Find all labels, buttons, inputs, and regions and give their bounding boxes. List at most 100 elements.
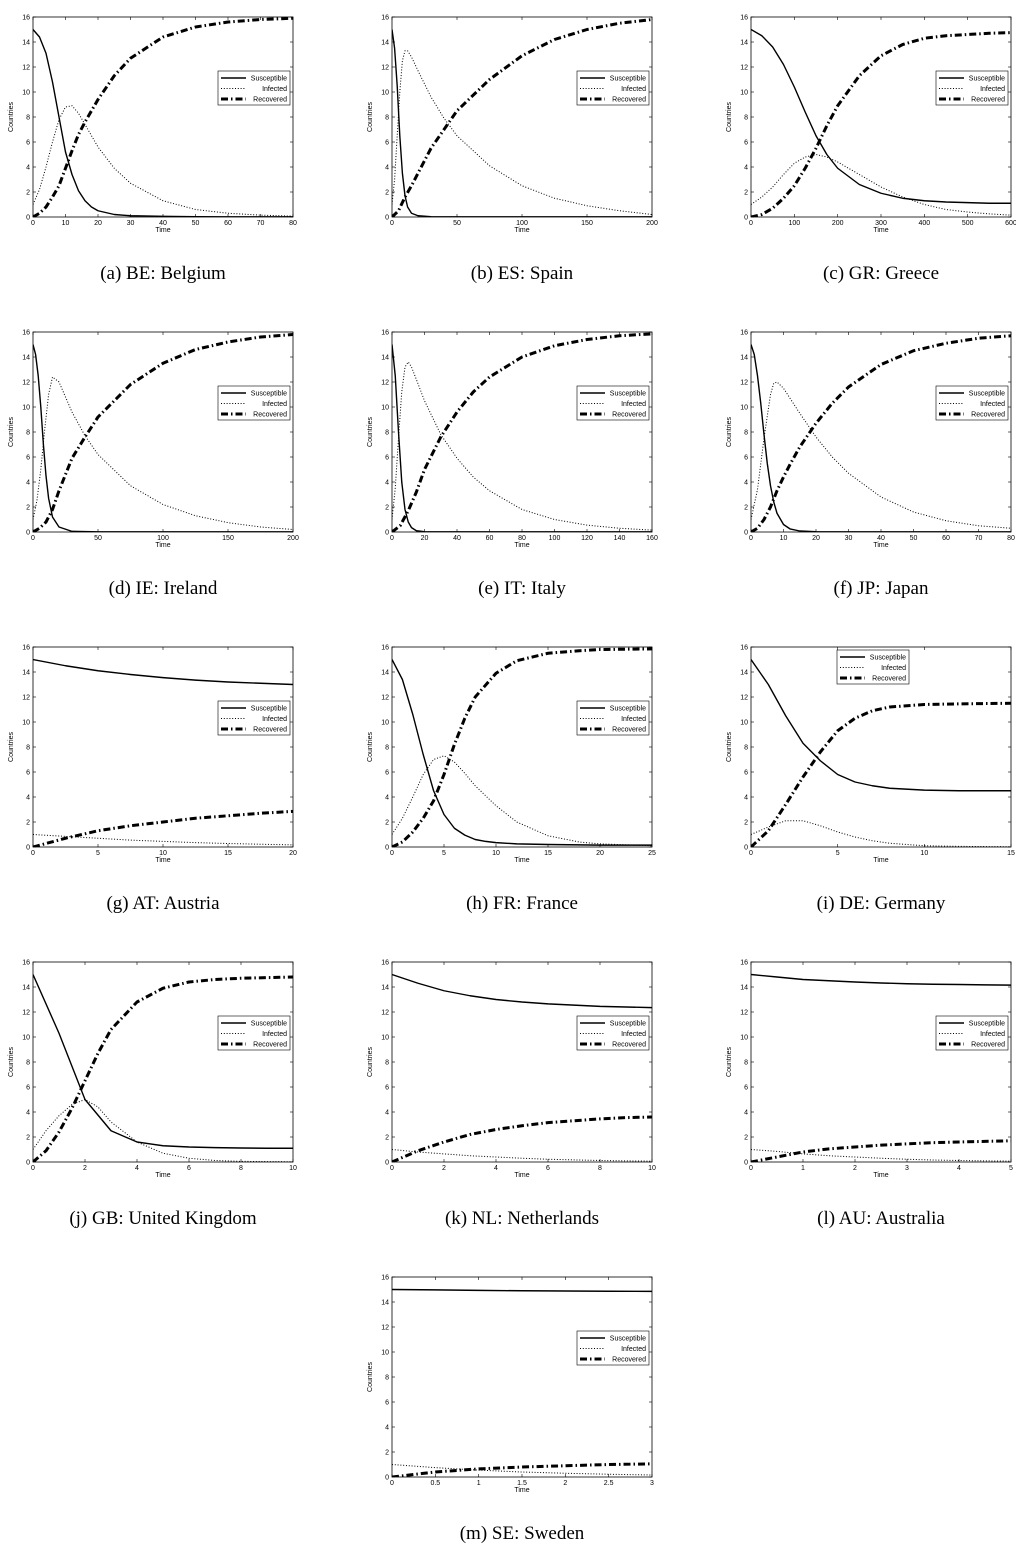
series-line-recovered: [392, 1115, 652, 1162]
y-tick-label: 14: [22, 40, 30, 47]
legend: Susceptible Infected Recovered: [836, 649, 910, 685]
x-tick-label: 0: [390, 1165, 394, 1172]
chart-panel: 0 100 200 300 400 500 600 0 2 4 6 8 10 12 14 16 Time Coun…: [726, 15, 1016, 285]
x-tick-label: 8: [598, 1165, 602, 1172]
y-tick-label: 0: [744, 530, 748, 537]
x-tick-label: 60: [224, 220, 232, 227]
x-tick-label: 200: [646, 220, 658, 227]
y-tick-label: 6: [26, 770, 30, 777]
series-group: [33, 17, 293, 217]
legend-label-recovered: Recovered: [253, 727, 287, 734]
y-tick-label: 0: [385, 845, 389, 852]
series-line-recovered: [392, 18, 652, 217]
x-axis-label: Time: [514, 542, 529, 549]
y-tick-label: 8: [744, 115, 748, 122]
y-tick-label: 8: [744, 1060, 748, 1067]
y-tick-label: 16: [740, 15, 748, 22]
series-line-infected: [392, 50, 652, 215]
y-tick-label: 12: [22, 1010, 30, 1017]
y-tick-label: 16: [740, 330, 748, 337]
legend: Susceptible Infected Recovered: [217, 1015, 291, 1051]
y-tick-label: 10: [740, 405, 748, 412]
subfigure-caption: (h) FR: France: [466, 893, 578, 914]
x-tick-label: 400: [918, 220, 930, 227]
y-tick-label: 16: [381, 960, 389, 967]
series-group: [751, 28, 1011, 217]
series-line-recovered: [751, 334, 1011, 532]
y-tick-label: 2: [385, 820, 389, 827]
y-tick-label: 10: [381, 720, 389, 727]
x-axis-label: Time: [155, 857, 170, 864]
x-tick-label: 5: [96, 850, 100, 857]
x-tick-label: 0: [749, 1165, 753, 1172]
y-tick-label: 6: [26, 455, 30, 462]
x-axis-label: Time: [514, 227, 529, 234]
y-tick-label: 10: [740, 720, 748, 727]
chart-panel: 0 5 10 15 20 25 0 2 4 6 8 10 12 14 16 Time Countries Susc…: [367, 645, 656, 915]
x-tick-label: 0: [31, 535, 35, 542]
y-tick-label: 6: [385, 1085, 389, 1092]
y-axis-label: Countries: [367, 1047, 374, 1077]
x-tick-label: 15: [224, 850, 232, 857]
x-tick-label: 600: [1005, 220, 1016, 227]
x-tick-label: 40: [453, 535, 461, 542]
chart-panel: 0 5 10 15 20 0 2 4 6 8 10 12 14 16 Time Countries Suscep…: [8, 645, 297, 915]
subfigure-caption: (e) IT: Italy: [478, 578, 566, 599]
y-tick-label: 6: [26, 1085, 30, 1092]
x-tick-label: 2: [442, 1165, 446, 1172]
series-line-infected: [751, 154, 1011, 216]
y-tick-label: 4: [385, 165, 389, 172]
legend: Susceptible Infected Recovered: [576, 1015, 650, 1051]
x-tick-label: 70: [257, 220, 265, 227]
y-tick-label: 14: [740, 985, 748, 992]
x-tick-label: 60: [942, 535, 950, 542]
x-tick-label: 0: [390, 535, 394, 542]
x-axis-label: Time: [873, 227, 888, 234]
x-axis-label: Time: [514, 1172, 529, 1179]
y-tick-label: 4: [26, 795, 30, 802]
x-tick-label: 0: [749, 220, 753, 227]
legend-label-recovered: Recovered: [612, 1042, 646, 1049]
series-line-susceptible: [751, 28, 1011, 204]
series-line-infected: [392, 1149, 652, 1162]
y-tick-label: 12: [22, 65, 30, 72]
x-tick-label: 10: [492, 850, 500, 857]
series-group: [33, 658, 293, 847]
y-tick-label: 2: [385, 190, 389, 197]
series-line-recovered: [392, 647, 652, 847]
legend: Susceptible Infected Recovered: [217, 70, 291, 106]
y-tick-label: 2: [26, 1135, 30, 1142]
y-tick-label: 16: [22, 15, 30, 22]
y-tick-label: 4: [26, 480, 30, 487]
y-tick-label: 0: [26, 1160, 30, 1167]
legend-label-susceptible: Susceptible: [870, 655, 906, 662]
y-tick-label: 0: [385, 215, 389, 222]
y-tick-label: 0: [26, 845, 30, 852]
y-tick-label: 10: [22, 90, 30, 97]
y-tick-label: 10: [740, 1035, 748, 1042]
y-tick-label: 8: [26, 115, 30, 122]
series-group: [392, 18, 652, 217]
y-tick-label: 4: [744, 165, 748, 172]
y-tick-label: 16: [381, 330, 389, 337]
x-tick-label: 10: [648, 1165, 656, 1172]
y-tick-label: 2: [26, 820, 30, 827]
series-group: [392, 332, 652, 532]
series-line-susceptible: [33, 344, 293, 532]
y-tick-label: 16: [22, 645, 30, 652]
y-tick-label: 2: [385, 1135, 389, 1142]
subfigure-caption: (c) GR: Greece: [823, 263, 939, 284]
chart-panel: 0 10 20 30 40 50 60 70 80 0 2 4 6 8 10 12 14 16 Time Countr…: [8, 15, 297, 285]
series-line-recovered: [33, 17, 293, 217]
chart-panel: 0 50 100 150 200 0 2 4 6 8 10 12 14 16 Time Countries Su…: [367, 15, 658, 285]
series-line-recovered: [751, 1139, 1011, 1162]
x-tick-label: 3: [905, 1165, 909, 1172]
x-axis-label: Time: [873, 542, 888, 549]
series-line-recovered: [751, 31, 1011, 217]
legend-label-recovered: Recovered: [253, 1042, 287, 1049]
y-axis-label: Countries: [367, 417, 374, 447]
x-tick-label: 1: [477, 1480, 481, 1487]
legend-label-recovered: Recovered: [612, 1357, 646, 1364]
series-group: [33, 333, 293, 532]
y-tick-label: 0: [26, 215, 30, 222]
